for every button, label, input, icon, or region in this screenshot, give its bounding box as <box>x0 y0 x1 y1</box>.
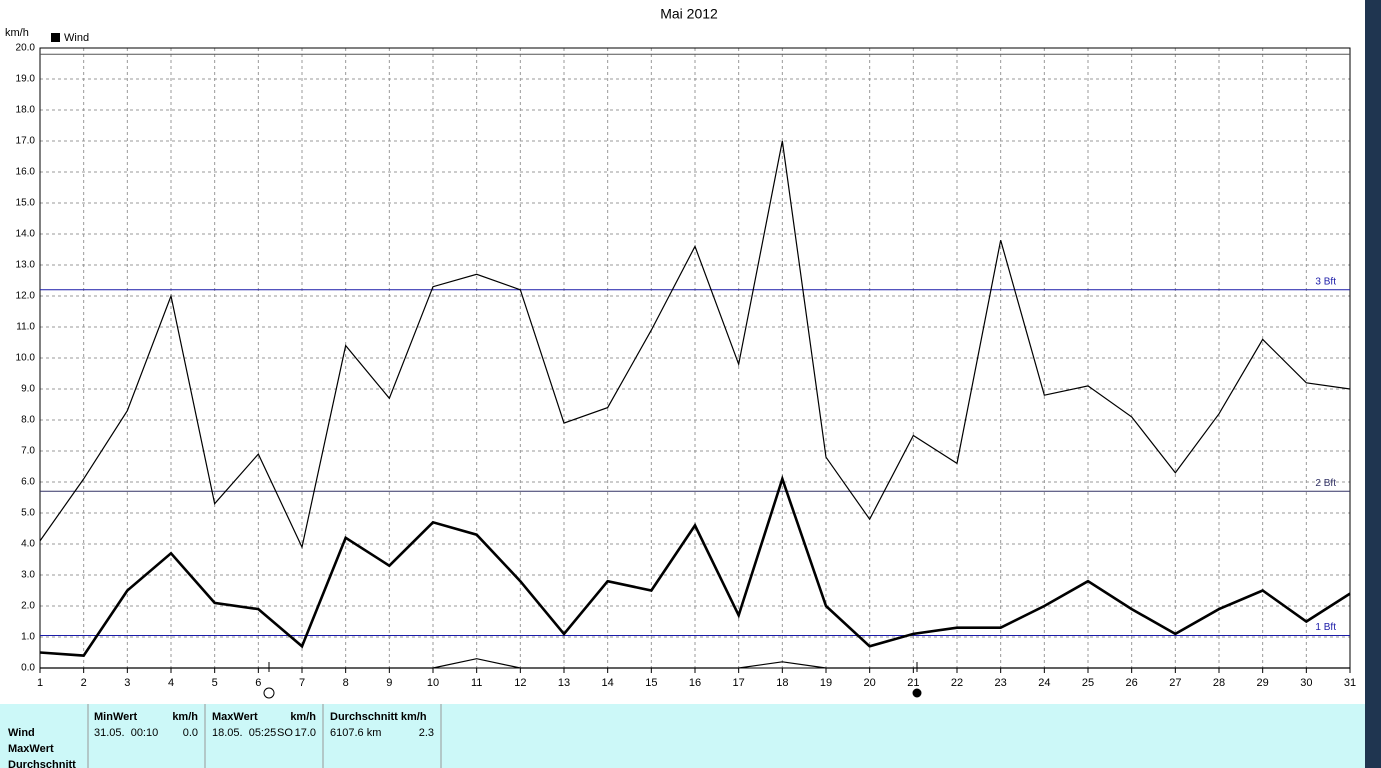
y-tick-label: 16.0 <box>16 167 36 178</box>
x-tick-label: 22 <box>951 677 963 689</box>
table-cell: 17.0 <box>295 727 316 739</box>
column-header: km/h <box>172 711 198 723</box>
x-tick-label: 2 <box>81 677 87 689</box>
y-tick-label: 12.0 <box>16 291 36 302</box>
table-cell: 2.3 <box>419 727 434 739</box>
y-tick-label: 11.0 <box>16 322 35 333</box>
x-tick-label: 4 <box>168 677 174 689</box>
row-label: Wind <box>8 727 35 739</box>
y-tick-label: 14.0 <box>16 229 36 240</box>
x-tick-label: 29 <box>1257 677 1269 689</box>
legend-swatch <box>51 33 60 42</box>
series-line <box>39 140 1351 549</box>
moon-full <box>263 687 275 699</box>
x-tick-label: 21 <box>907 677 919 689</box>
table-cell: 0.0 <box>183 727 198 739</box>
x-tick-label: 27 <box>1169 677 1181 689</box>
x-tick-label: 11 <box>471 677 482 689</box>
x-tick-label: 12 <box>514 677 526 689</box>
table-cell: 6107.6 km <box>330 727 381 739</box>
x-tick-label: 26 <box>1126 677 1138 689</box>
legend-label: Wind <box>64 32 89 44</box>
y-tick-label: 10.0 <box>16 353 36 364</box>
x-tick-label: 31 <box>1344 677 1356 689</box>
x-tick-label: 8 <box>343 677 349 689</box>
x-tick-label: 25 <box>1082 677 1094 689</box>
table-cell: 18.05. 05:25 <box>212 727 276 739</box>
y-tick-label: 20.0 <box>16 43 36 54</box>
y-tick-label: 9.0 <box>21 384 35 395</box>
reference-label: 1 Bft <box>1315 622 1336 633</box>
table-cell: 31.05. 00:10 <box>94 727 158 739</box>
x-tick-label: 16 <box>689 677 701 689</box>
x-tick-label: 30 <box>1300 677 1312 689</box>
y-tick-label: 2.0 <box>21 601 35 612</box>
table-cell: SO <box>277 727 293 739</box>
x-tick-label: 1 <box>37 677 43 689</box>
x-tick-label: 23 <box>995 677 1007 689</box>
x-tick-label: 7 <box>299 677 305 689</box>
x-tick-label: 5 <box>212 677 218 689</box>
window-edge <box>1365 0 1381 768</box>
x-tick-label: 3 <box>124 677 130 689</box>
column-header: Durchschnitt km/h <box>330 711 427 723</box>
moon-new <box>912 688 922 698</box>
x-tick-label: 10 <box>427 677 439 689</box>
series-line <box>39 474 1351 657</box>
x-tick-label: 13 <box>558 677 570 689</box>
y-tick-label: 8.0 <box>21 415 35 426</box>
row-label: Durchschnitt <box>8 759 76 768</box>
y-tick-label: 18.0 <box>16 105 36 116</box>
column-header: MinWert <box>94 711 138 723</box>
x-tick-label: 6 <box>255 677 261 689</box>
row-label: MaxWert <box>8 743 54 755</box>
x-tick-label: 20 <box>864 677 876 689</box>
x-tick-label: 17 <box>733 677 745 689</box>
x-tick-label: 15 <box>645 677 657 689</box>
y-tick-label: 1.0 <box>21 632 35 643</box>
y-tick-label: 13.0 <box>16 260 36 271</box>
chart-title: Mai 2012 <box>660 6 718 22</box>
x-tick-label: 28 <box>1213 677 1225 689</box>
y-tick-label: 15.0 <box>16 198 36 209</box>
table-panel <box>0 704 1365 768</box>
reference-label: 3 Bft <box>1315 276 1336 287</box>
y-axis-label: km/h <box>5 27 29 39</box>
y-tick-label: 19.0 <box>16 74 36 85</box>
x-tick-label: 19 <box>820 677 832 689</box>
y-tick-label: 17.0 <box>16 136 36 147</box>
y-tick-label: 3.0 <box>21 570 35 581</box>
y-tick-label: 6.0 <box>21 477 35 488</box>
y-tick-label: 4.0 <box>21 539 35 550</box>
x-tick-label: 24 <box>1038 677 1050 689</box>
y-tick-label: 7.0 <box>21 446 35 457</box>
column-header: km/h <box>290 711 316 723</box>
x-tick-label: 14 <box>602 677 614 689</box>
y-tick-label: 5.0 <box>21 508 35 519</box>
y-tick-label: 0.0 <box>21 663 35 674</box>
column-header: MaxWert <box>212 711 258 723</box>
reference-label: 2 Bft <box>1315 478 1336 489</box>
series-line <box>40 658 1350 669</box>
x-tick-label: 9 <box>386 677 392 689</box>
x-tick-label: 18 <box>776 677 788 689</box>
